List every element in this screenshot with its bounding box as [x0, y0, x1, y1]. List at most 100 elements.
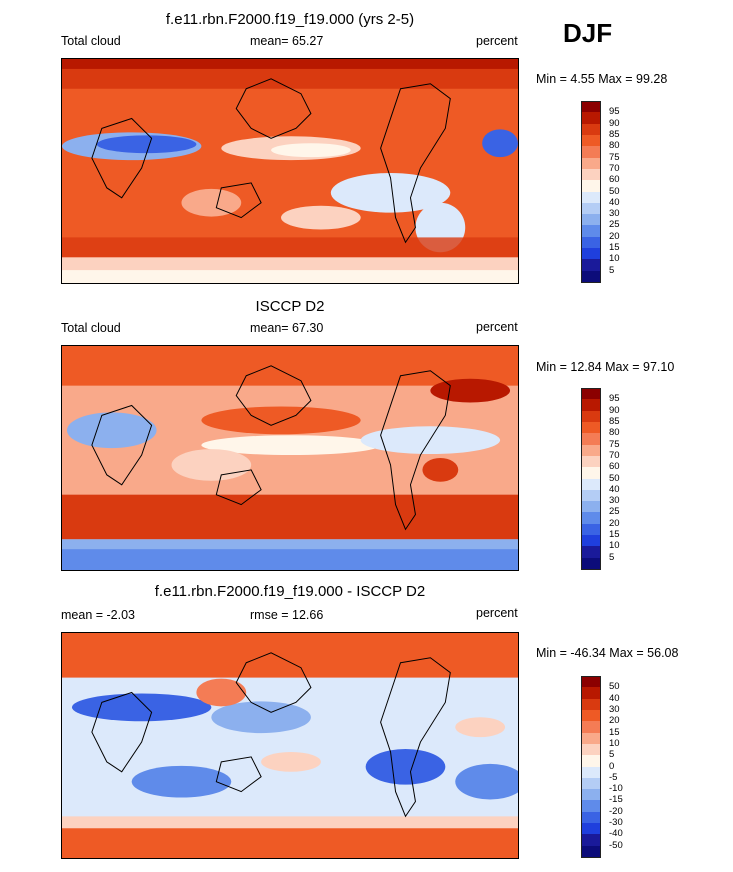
colorbar-tick-label: 70 — [609, 162, 620, 174]
colorbar-swatch — [581, 834, 601, 847]
panel-3-colorbar: 50 40 30 20 15 10 5 0 -5 -10 -15 -20 -30 -40 -50 — [581, 676, 623, 858]
colorbar-tick-label: 70 — [609, 449, 620, 461]
season-label: DJF — [563, 18, 613, 48]
panel-1-title: f.e11.rbn.F2000.f19_f19.000 (yrs 2-5) — [165, 11, 415, 28]
colorbar-swatch — [581, 236, 601, 249]
colorbar-swatch — [581, 180, 601, 192]
colorbar-tick-label: -5 — [609, 771, 618, 783]
colorbar-tick-label: 85 — [609, 128, 620, 140]
colorbar-tick-label: 75 — [609, 438, 620, 450]
colorbar-tick-label: 10 — [609, 540, 620, 552]
panel-2-minmax: Min = 12.84 Max = 97.10 — [536, 360, 675, 374]
colorbar-tick-label: 60 — [609, 461, 620, 473]
colorbar-tick-label: 0 — [609, 760, 615, 772]
colorbar-swatch — [581, 168, 601, 181]
colorbar-swatch — [581, 766, 601, 779]
colorbar-tick-label: -50 — [609, 839, 623, 851]
colorbar-tick-label: -20 — [609, 805, 623, 817]
colorbar-tick-label: 20 — [609, 517, 620, 529]
colorbar-swatch — [581, 743, 601, 756]
colorbar-swatch — [581, 455, 601, 468]
colorbar-swatch — [581, 478, 601, 491]
colorbar-swatch — [581, 755, 601, 767]
panel-3-units-label: percent — [476, 606, 518, 620]
colorbar-tick-label: -10 — [609, 783, 623, 795]
panel-3-map — [61, 632, 519, 859]
colorbar-swatch — [581, 214, 601, 226]
colorbar-tick-label: 50 — [609, 681, 620, 693]
colorbar-swatch — [581, 535, 601, 547]
panel-3-rmse-label: rmse = 12.66 — [250, 608, 324, 622]
colorbar-tick-label: 25 — [609, 219, 620, 231]
panel-2-variable-label: Total cloud — [61, 321, 121, 335]
colorbar-swatch — [581, 388, 601, 400]
colorbar-swatch — [581, 523, 601, 536]
panel-2-map — [61, 345, 519, 571]
colorbar-swatch — [581, 191, 601, 204]
colorbar-swatch — [581, 501, 601, 513]
panel-2-units-label: percent — [476, 320, 518, 334]
colorbar-tick-label: 40 — [609, 692, 620, 704]
colorbar-tick-label: 25 — [609, 506, 620, 518]
colorbar-swatch — [581, 202, 601, 215]
colorbar-tick-label: 20 — [609, 230, 620, 242]
colorbar-swatch — [581, 248, 601, 260]
panel-2-title: ISCCP D2 — [255, 298, 325, 315]
colorbar-swatch — [581, 721, 601, 734]
colorbar-tick-label: 5 — [609, 264, 615, 276]
panel-1-map — [61, 58, 519, 284]
panel-1-mean-label: mean= 65.27 — [250, 34, 324, 48]
colorbar-tick-label: 60 — [609, 174, 620, 186]
colorbar-tick-label: 30 — [609, 208, 620, 220]
panel-1-minmax: Min = 4.55 Max = 99.28 — [536, 72, 668, 86]
colorbar-tick-label: 10 — [609, 737, 620, 749]
colorbar-tick-label: 40 — [609, 483, 620, 495]
colorbar-tick-label: 15 — [609, 242, 620, 254]
colorbar-tick-label: 50 — [609, 185, 620, 197]
colorbar-swatch — [581, 546, 601, 559]
colorbar-tick-label: 75 — [609, 151, 620, 163]
colorbar-tick-label: 5 — [609, 749, 615, 761]
panel-3-title: f.e11.rbn.F2000.f19_f19.000 - ISCCP D2 — [154, 583, 426, 600]
colorbar-swatch — [581, 687, 601, 700]
colorbar-tick-label: 15 — [609, 726, 620, 738]
panel-1-field — [62, 59, 518, 283]
colorbar-tick-label: 15 — [609, 529, 620, 541]
colorbar-swatch — [581, 698, 601, 711]
colorbar-swatch — [581, 777, 601, 790]
colorbar-swatch — [581, 676, 601, 688]
panel-3-field — [62, 633, 518, 858]
colorbar-swatch — [581, 259, 601, 272]
colorbar-swatch — [581, 823, 601, 835]
colorbar-swatch — [581, 467, 601, 479]
colorbar-tick-label: 90 — [609, 404, 620, 416]
colorbar-tick-label: 85 — [609, 415, 620, 427]
colorbar-swatch — [581, 123, 601, 136]
colorbar-swatch — [581, 157, 601, 170]
colorbar-swatch — [581, 399, 601, 412]
colorbar-swatch — [581, 101, 601, 113]
panel-3-minmax: Min = -46.34 Max = 56.08 — [536, 646, 679, 660]
colorbar-tick-label: 30 — [609, 703, 620, 715]
colorbar-swatch — [581, 811, 601, 824]
colorbar-tick-label: 10 — [609, 253, 620, 265]
colorbar-swatch — [581, 410, 601, 423]
colorbar-tick-label: 20 — [609, 715, 620, 727]
colorbar-swatch — [581, 489, 601, 502]
colorbar-swatch — [581, 709, 601, 722]
panel-1-units-label: percent — [476, 34, 518, 48]
colorbar-tick-label: -40 — [609, 828, 623, 840]
colorbar-tick-label: 90 — [609, 117, 620, 129]
panel-2-mean-label: mean= 67.30 — [250, 321, 324, 335]
colorbar-swatch — [581, 557, 601, 570]
colorbar-tick-label: 40 — [609, 196, 620, 208]
colorbar-swatch — [581, 112, 601, 125]
colorbar-swatch — [581, 789, 601, 801]
panel-1-colorbar: 95 90 85 80 75 70 60 50 40 30 25 20 15 10 5 — [581, 101, 620, 283]
colorbar-tick-label: 5 — [609, 551, 615, 563]
colorbar-swatch — [581, 444, 601, 457]
colorbar-tick-label: 80 — [609, 427, 620, 439]
colorbar-tick-label: 95 — [609, 106, 620, 118]
colorbar-tick-label: 95 — [609, 393, 620, 405]
panel-3-mean-label: mean = -2.03 — [61, 608, 136, 622]
